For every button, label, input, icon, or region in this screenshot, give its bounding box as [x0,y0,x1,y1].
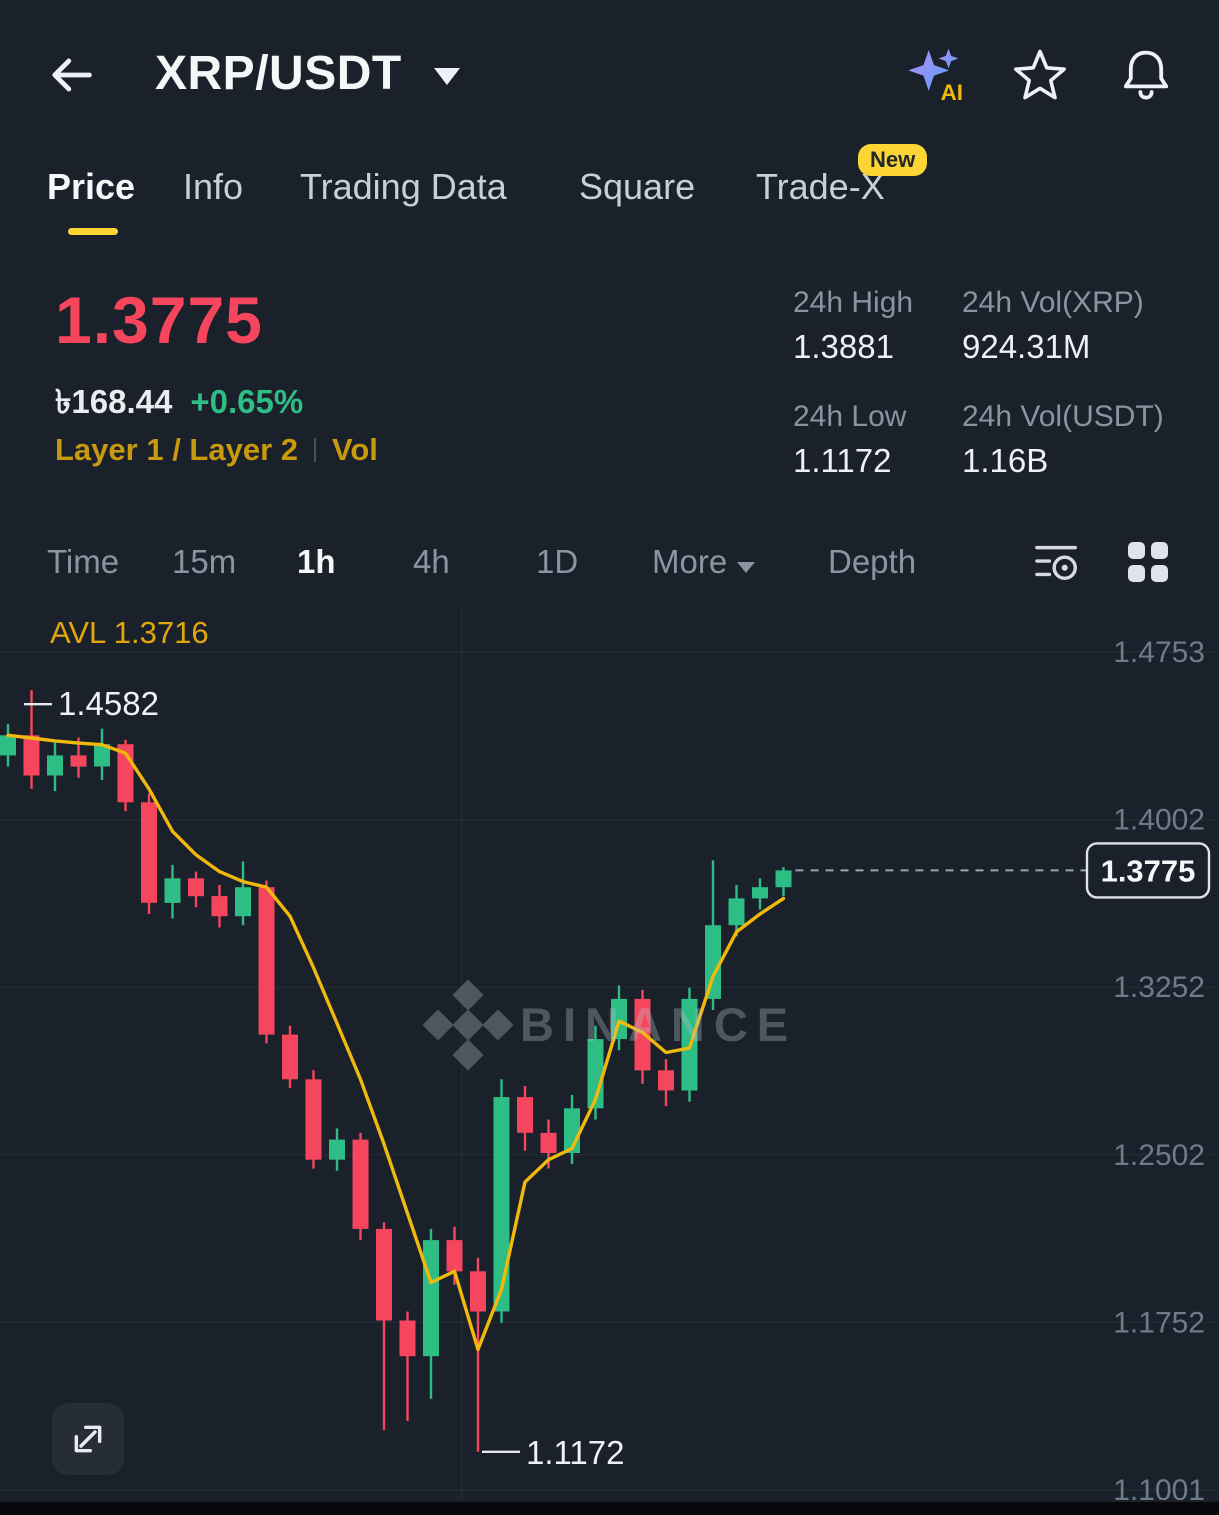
star-outline-icon [1014,49,1066,100]
svg-text:1.4753: 1.4753 [1113,636,1205,669]
timeframe-more-label: More [652,543,728,580]
timeframe-toolbar: Time 15m 1h 4h 1D More Depth [0,527,1219,597]
svg-text:1.3252: 1.3252 [1113,971,1205,1004]
stat-label: 24h High [793,286,914,319]
timeframe-more[interactable]: More [652,543,756,581]
stats-grid: 24h High 1.3881 24h Vol(XRP) 924.31M 24h… [793,286,1164,480]
stat-24h-vol-usdt: 24h Vol(USDT) 1.16B [962,400,1164,480]
change-percent: +0.65% [190,383,304,420]
pair-caret-down-icon [433,68,460,85]
svg-text:1.1001: 1.1001 [1113,1474,1205,1500]
stat-label: 24h Low [793,400,907,433]
pair-selector[interactable]: XRP/USDT [155,46,460,101]
price-subline: ৳168.44 +0.65% [55,376,303,432]
stat-24h-high: 24h High 1.3881 [793,286,962,366]
expand-arrows-icon [74,1425,102,1453]
new-badge: New [858,144,928,176]
tab-trading-data[interactable]: Trading Data [300,166,507,208]
binance-logo-watermark-icon: BINANCE [422,979,797,1071]
bottom-system-bar [0,1502,1219,1515]
back-button[interactable] [42,46,100,104]
svg-text:1.3775: 1.3775 [1101,853,1196,888]
svg-text:1.4582: 1.4582 [58,685,159,722]
ai-assistant-button[interactable]: AI [903,44,965,106]
tab-label: Price [47,166,136,207]
svg-text:1.1752: 1.1752 [1113,1306,1205,1339]
last-price: 1.3775 [55,283,263,357]
tab-info[interactable]: Info [183,166,243,208]
token-tags: Layer 1 / Layer 2 Vol [55,432,378,468]
ma-legend: AVL 1.3716 [50,615,209,650]
indicator-settings-button[interactable] [1030,535,1086,589]
stat-value: 924.31M [962,328,1091,365]
fiat-price: ৳168.44 [55,383,173,420]
indicator-search-icon [1035,545,1077,581]
alerts-button[interactable] [1116,44,1176,104]
ai-sparkle-icon: AI [908,48,963,104]
back-arrow-icon [52,58,92,92]
favorite-button[interactable] [1010,44,1070,104]
svg-text:1.4002: 1.4002 [1113,804,1205,837]
svg-text:1.1172: 1.1172 [526,1434,624,1471]
svg-text:1.2502: 1.2502 [1113,1139,1205,1172]
chart-layout-button[interactable] [1120,535,1176,589]
tab-bar: Price Info Trading Data Square Trade-X N… [0,144,1219,242]
timeframe-1d[interactable]: 1D [536,543,579,580]
tab-square[interactable]: Square [579,166,695,208]
svg-text:BINANCE: BINANCE [520,998,797,1051]
tab-label: Info [183,166,244,207]
active-tab-underline [68,228,118,235]
stat-value: 1.1172 [793,442,892,479]
timeframe-4h[interactable]: 4h [413,543,450,580]
tag-layers[interactable]: Layer 1 / Layer 2 [55,432,298,467]
tab-label: Trading Data [300,166,507,207]
depth-button[interactable]: Depth [828,543,917,580]
tag-vol[interactable]: Vol [332,432,378,467]
current-price-badge [1085,842,1211,899]
stat-label: 24h Vol(USDT) [962,400,1164,433]
stat-value: 1.16B [962,442,1049,479]
svg-text:AI: AI [941,80,963,104]
stat-24h-vol-xrp: 24h Vol(XRP) 924.31M [962,286,1164,366]
more-caret-down-icon [737,562,756,573]
tab-label: Square [579,166,696,207]
stat-24h-low: 24h Low 1.1172 [793,400,962,480]
layout-grid-icon [1128,542,1168,582]
tab-price[interactable]: Price [47,166,135,208]
timeframe-15m[interactable]: 15m [172,543,237,580]
fullscreen-chart-button[interactable] [52,1403,124,1475]
tag-divider [314,438,316,462]
bell-icon [1123,50,1169,100]
pair-title: XRP/USDT [155,47,402,100]
timeframe-1h[interactable]: 1h [297,543,336,580]
timeframe-time[interactable]: Time [47,543,120,580]
stat-label: 24h Vol(XRP) [962,286,1144,319]
candlestick-chart[interactable]: BINANCE 1.4753 1.4002 1.3252 1.2502 1.1752 1.1… [0,608,1219,1500]
stat-value: 1.3881 [793,328,894,365]
